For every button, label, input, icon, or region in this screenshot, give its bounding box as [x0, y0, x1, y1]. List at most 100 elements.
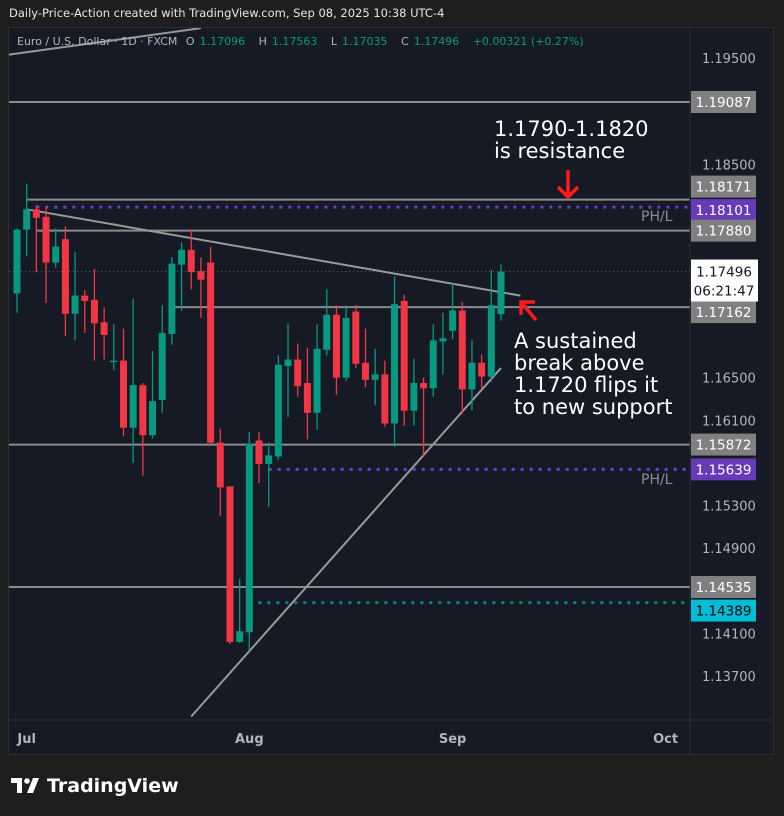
candle-body — [168, 263, 176, 334]
plot-area — [7, 28, 690, 718]
candle[interactable] — [361, 328, 369, 388]
candle[interactable] — [236, 579, 244, 643]
candle-body — [342, 317, 350, 378]
candle[interactable] — [245, 431, 253, 651]
candle-body — [323, 314, 331, 350]
trendline[interactable] — [190, 367, 502, 718]
candle[interactable] — [332, 305, 340, 395]
candle[interactable] — [458, 301, 466, 414]
candle[interactable] — [42, 207, 50, 304]
candle[interactable] — [381, 360, 389, 427]
trendline[interactable] — [26, 208, 521, 297]
candle[interactable] — [255, 431, 263, 484]
candle[interactable] — [13, 228, 21, 313]
candle[interactable] — [410, 358, 418, 426]
chart-title: Daily-Price-Action created with TradingV… — [9, 6, 445, 20]
candle-body — [284, 359, 292, 366]
candle[interactable] — [23, 183, 31, 257]
candle[interactable] — [52, 228, 60, 268]
candle[interactable] — [129, 298, 137, 463]
candle[interactable] — [294, 343, 302, 397]
candle-body — [371, 374, 379, 380]
candle[interactable] — [265, 442, 273, 507]
candle[interactable] — [139, 382, 147, 476]
candle-body — [332, 314, 340, 378]
candle[interactable] — [207, 246, 215, 445]
candle-body — [129, 385, 137, 428]
candle[interactable] — [100, 307, 108, 360]
candle[interactable] — [478, 354, 486, 390]
symbol-name[interactable]: Euro / U.S. Dollar · 1D · FXCM — [17, 35, 178, 48]
candle[interactable] — [468, 340, 476, 411]
candle-body — [449, 310, 457, 331]
high-value: 1.17563 — [271, 35, 318, 48]
candle-body — [468, 362, 476, 390]
candle[interactable] — [187, 229, 195, 290]
candle-body — [274, 364, 282, 457]
candle[interactable] — [197, 257, 205, 318]
candle[interactable] — [429, 324, 437, 397]
candle-body — [197, 271, 205, 280]
candle[interactable] — [323, 289, 331, 356]
candle-body — [42, 216, 50, 263]
candle-body — [400, 300, 408, 411]
support-text-4: to new support — [514, 395, 673, 419]
price-tick-label: 1.15300 — [702, 500, 756, 515]
candle-body — [71, 295, 79, 314]
resistance-annotation: 1.1790-1.1820 is resistance — [494, 118, 649, 162]
candle[interactable] — [371, 348, 379, 406]
candle[interactable] — [420, 377, 428, 457]
candle[interactable] — [449, 282, 457, 340]
candle-body — [361, 362, 369, 380]
candle-body — [294, 359, 302, 387]
candle[interactable] — [110, 324, 118, 371]
tradingview-logo[interactable]: TradingView — [11, 775, 179, 797]
candle[interactable] — [303, 347, 311, 440]
price-label: 1.14389 — [696, 604, 752, 620]
price-label: 1.18171 — [696, 180, 752, 196]
candle[interactable] — [439, 312, 447, 375]
candle-body — [149, 401, 157, 436]
candle[interactable] — [81, 290, 89, 333]
low-value: 1.17035 — [342, 35, 388, 48]
candle[interactable] — [274, 355, 282, 460]
candle-body — [458, 310, 466, 390]
candle[interactable] — [119, 328, 127, 437]
candle[interactable] — [284, 323, 292, 418]
last-price-label: 1.17496 — [696, 265, 752, 281]
candle[interactable] — [71, 251, 79, 341]
candle[interactable] — [313, 324, 321, 430]
candle[interactable] — [352, 305, 360, 369]
candle-body — [13, 229, 21, 294]
candle[interactable] — [158, 305, 166, 413]
candle[interactable] — [216, 428, 224, 517]
candle[interactable] — [61, 226, 69, 337]
resistance-text-1: 1.1790-1.1820 — [494, 117, 649, 141]
price-label: 1.19087 — [696, 95, 752, 111]
last-price-box — [691, 259, 758, 302]
candle[interactable] — [487, 270, 495, 382]
price-label: 1.17880 — [696, 224, 752, 240]
candle[interactable] — [32, 205, 40, 273]
candle[interactable] — [149, 351, 157, 439]
candle[interactable] — [168, 257, 176, 345]
candle[interactable] — [90, 268, 98, 361]
candle-body — [139, 385, 147, 436]
candle-body — [216, 442, 224, 488]
candle-body — [478, 362, 486, 377]
candle-body — [497, 271, 505, 315]
ohlc-open: O 1.17096 — [186, 35, 250, 48]
price-label: 1.17162 — [696, 305, 752, 321]
candle[interactable] — [178, 242, 186, 311]
tradingview-logo-icon — [11, 778, 39, 793]
candle[interactable] — [400, 294, 408, 426]
trendline[interactable] — [7, 28, 202, 56]
candle-body — [187, 249, 195, 273]
candle[interactable] — [391, 276, 399, 447]
price-tick-label: 1.14100 — [702, 627, 756, 642]
candle[interactable] — [497, 264, 505, 321]
price-label-box — [691, 599, 756, 622]
candle[interactable] — [342, 305, 350, 381]
candle[interactable] — [226, 486, 234, 645]
